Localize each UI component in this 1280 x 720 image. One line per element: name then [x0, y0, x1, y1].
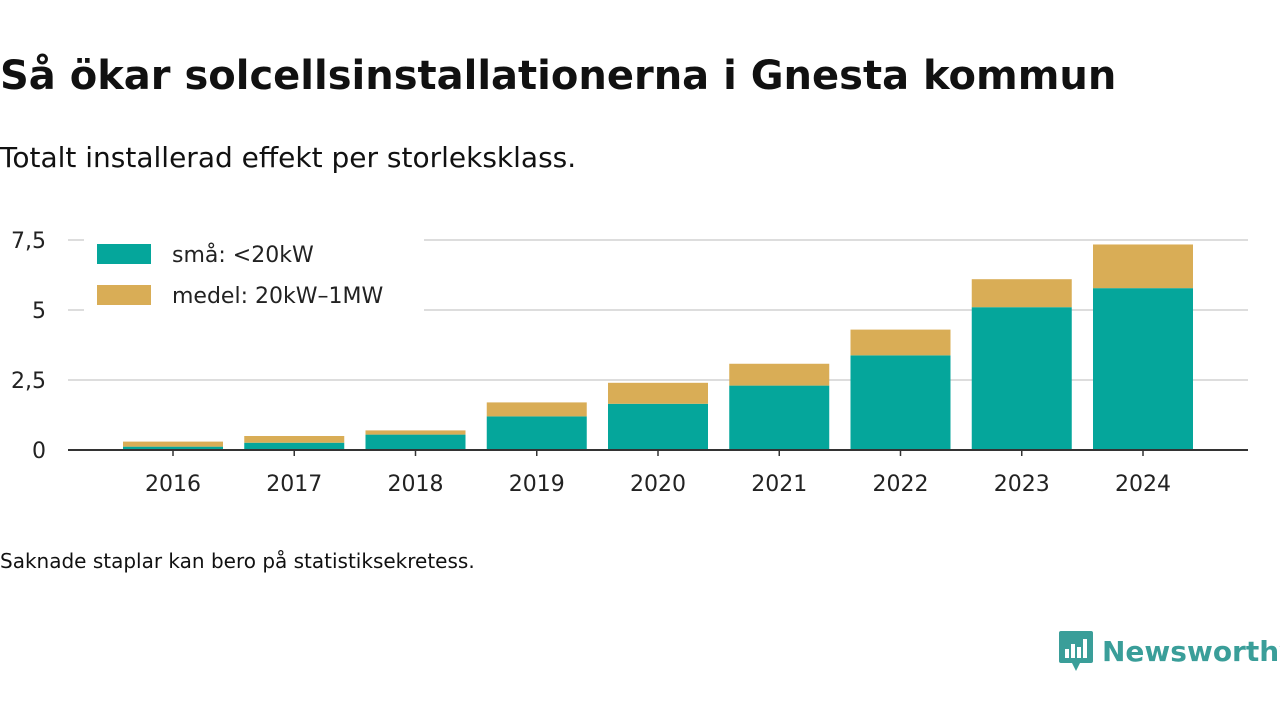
bar-medium-2019	[486, 402, 587, 417]
bar-medium-2017	[244, 436, 345, 443]
bar-small-2022	[850, 355, 951, 450]
bar-small-2017	[244, 442, 345, 450]
bars	[123, 244, 1193, 450]
y-tick-label: 2,5	[11, 369, 46, 394]
y-axis-ticks: 0 2,5 5 7,5	[11, 229, 46, 464]
brand-logo: Newsworthy	[1058, 629, 1280, 673]
legend: små: <20kW medel: 20kW–1MW	[84, 238, 424, 312]
legend-label-small: små: <20kW	[172, 242, 314, 268]
x-tick-label-2017: 2017	[266, 472, 322, 497]
footnote: Saknade staplar kan bero på statistiksek…	[0, 549, 475, 573]
x-tick-label-2019: 2019	[509, 472, 565, 497]
x-axis-ticks: 2016 2017 2018 2019 2020 2021 2022 2023 2024	[145, 450, 1171, 497]
y-tick-label: 5	[32, 299, 46, 324]
legend-swatch-medium	[97, 285, 151, 305]
bar-medium-2018	[365, 430, 466, 435]
bar-medium-2021	[729, 363, 830, 386]
bar-small-2019	[486, 416, 587, 450]
brand-name: Newsworthy	[1102, 634, 1280, 668]
x-tick-label-2020: 2020	[630, 472, 686, 497]
newsworthy-logo-icon	[1059, 631, 1093, 671]
legend-label-medium: medel: 20kW–1MW	[172, 284, 383, 309]
bar-medium-2020	[608, 382, 708, 404]
x-tick-label-2022: 2022	[873, 472, 929, 497]
bar-medium-2022	[850, 329, 951, 356]
y-tick-label: 0	[32, 439, 46, 464]
bar-small-2016	[123, 446, 223, 450]
x-tick-label-2023: 2023	[994, 472, 1050, 497]
y-tick-label: 7,5	[11, 229, 46, 254]
x-tick-label-2018: 2018	[388, 472, 444, 497]
x-tick-label-2024: 2024	[1115, 472, 1171, 497]
chart-title: Så ökar solcellsinstallationerna i Gnest…	[0, 53, 1117, 99]
legend-swatch-small	[97, 244, 151, 264]
chart-subtitle: Totalt installerad effekt per storlekskl…	[0, 141, 577, 174]
bar-small-2024	[1093, 288, 1193, 450]
bar-small-2021	[729, 385, 830, 450]
bar-small-2018	[365, 434, 466, 450]
bar-small-2023	[971, 307, 1072, 450]
bar-medium-2023	[971, 279, 1072, 308]
stacked-bar-chart: 0 2,5 5 7,5 2016 2017 2018 2019 2020 2021 2022 202…	[11, 229, 1248, 497]
bar-small-2020	[608, 403, 708, 450]
x-tick-label-2016: 2016	[145, 472, 201, 497]
bar-medium-2024	[1093, 244, 1193, 289]
bar-medium-2016	[123, 441, 223, 447]
x-tick-label-2021: 2021	[751, 472, 807, 497]
